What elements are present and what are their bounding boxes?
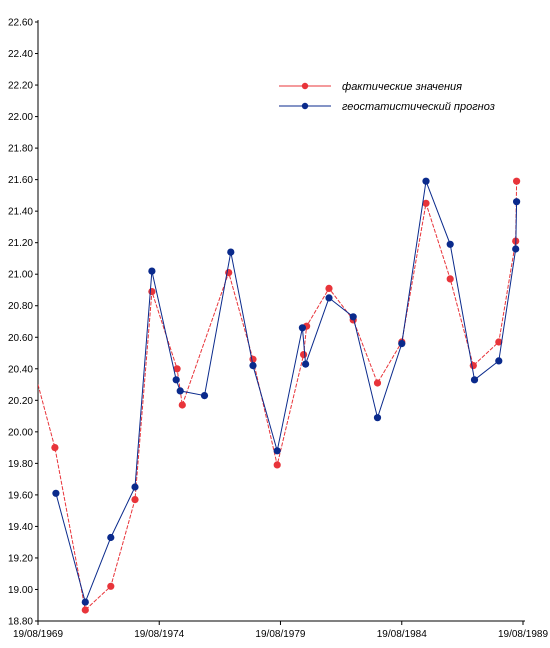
x-tick-label: 19/08/1969 [13, 629, 63, 640]
series-line [38, 181, 518, 611]
series-layer [38, 177, 521, 614]
data-point [200, 392, 209, 400]
y-tick-label: 22.40 [8, 49, 33, 60]
data-point [398, 340, 406, 348]
data-point [446, 240, 454, 248]
y-tick-label: 19.20 [8, 553, 33, 564]
data-point [52, 489, 60, 497]
data-point [422, 199, 430, 207]
data-point [300, 351, 308, 359]
y-tick-label: 20.60 [8, 333, 33, 344]
data-point [172, 376, 180, 384]
data-point [148, 267, 156, 275]
data-point [513, 198, 521, 206]
y-tick-label: 22.00 [8, 112, 33, 123]
y-tick-label: 22.20 [8, 81, 33, 92]
data-point [513, 177, 521, 185]
data-point [148, 288, 156, 296]
x-tick-label: 19/08/1984 [377, 629, 427, 640]
data-point [81, 606, 89, 614]
data-point [469, 362, 477, 370]
y-tick-label: 21.40 [8, 207, 33, 218]
y-tick-label: 19.00 [8, 585, 33, 596]
data-point [81, 598, 89, 606]
y-tick-label: 21.20 [8, 238, 33, 249]
data-point [107, 582, 115, 590]
y-axis: 18.80 19.00 19.20 19.40 19.60 19.80 20.00 20.20… [8, 18, 39, 628]
data-point [495, 338, 503, 346]
y-tick-label: 21.60 [8, 175, 33, 186]
x-axis: 19/08/1969 19/08/1974 19/08/1979 19/08/1984… [13, 620, 548, 640]
legend-label-actual: фактические значения [342, 81, 462, 93]
data-point [273, 461, 281, 469]
data-point [349, 313, 357, 321]
data-point [470, 376, 479, 384]
data-point [325, 294, 333, 302]
data-point [51, 444, 59, 452]
data-point [249, 355, 257, 363]
data-point [446, 275, 454, 283]
y-tick-label: 21.80 [8, 144, 33, 155]
y-tick-label: 21.00 [8, 270, 33, 281]
legend: фактические значения геостатистический п… [279, 81, 495, 113]
series-forecast [52, 177, 521, 606]
legend-label-forecast: геостатистический прогноз [342, 101, 495, 113]
y-tick-label: 18.80 [8, 617, 33, 628]
y-tick-label: 19.40 [8, 522, 33, 533]
x-tick-label: 19/08/1989 [498, 629, 548, 640]
data-point [178, 401, 186, 409]
data-point [373, 414, 382, 422]
data-point [173, 365, 181, 373]
data-point [249, 362, 257, 370]
data-point [273, 447, 281, 455]
y-tick-label: 19.60 [8, 490, 33, 501]
data-point [227, 248, 235, 256]
data-point [176, 387, 184, 395]
y-tick-label: 20.80 [8, 301, 33, 312]
legend-swatch-marker-actual [301, 82, 309, 90]
data-point [325, 284, 333, 292]
x-tick-label: 19/08/1974 [134, 629, 184, 640]
data-point [495, 357, 503, 365]
data-point [107, 533, 115, 542]
data-point [131, 496, 139, 504]
y-tick-label: 19.80 [8, 459, 33, 470]
series-actual [38, 177, 521, 614]
data-point [422, 177, 430, 185]
x-tick-label: 19/08/1979 [255, 629, 305, 640]
y-tick-label: 20.00 [8, 427, 33, 438]
y-tick-label: 20.20 [8, 396, 33, 407]
data-point [512, 245, 520, 253]
data-point [373, 379, 382, 387]
legend-swatch-marker-forecast [301, 102, 309, 110]
data-point [298, 324, 306, 332]
data-point [302, 360, 310, 368]
data-point [131, 483, 139, 491]
y-tick-label: 20.40 [8, 364, 33, 375]
y-tick-label: 22.60 [8, 18, 33, 29]
